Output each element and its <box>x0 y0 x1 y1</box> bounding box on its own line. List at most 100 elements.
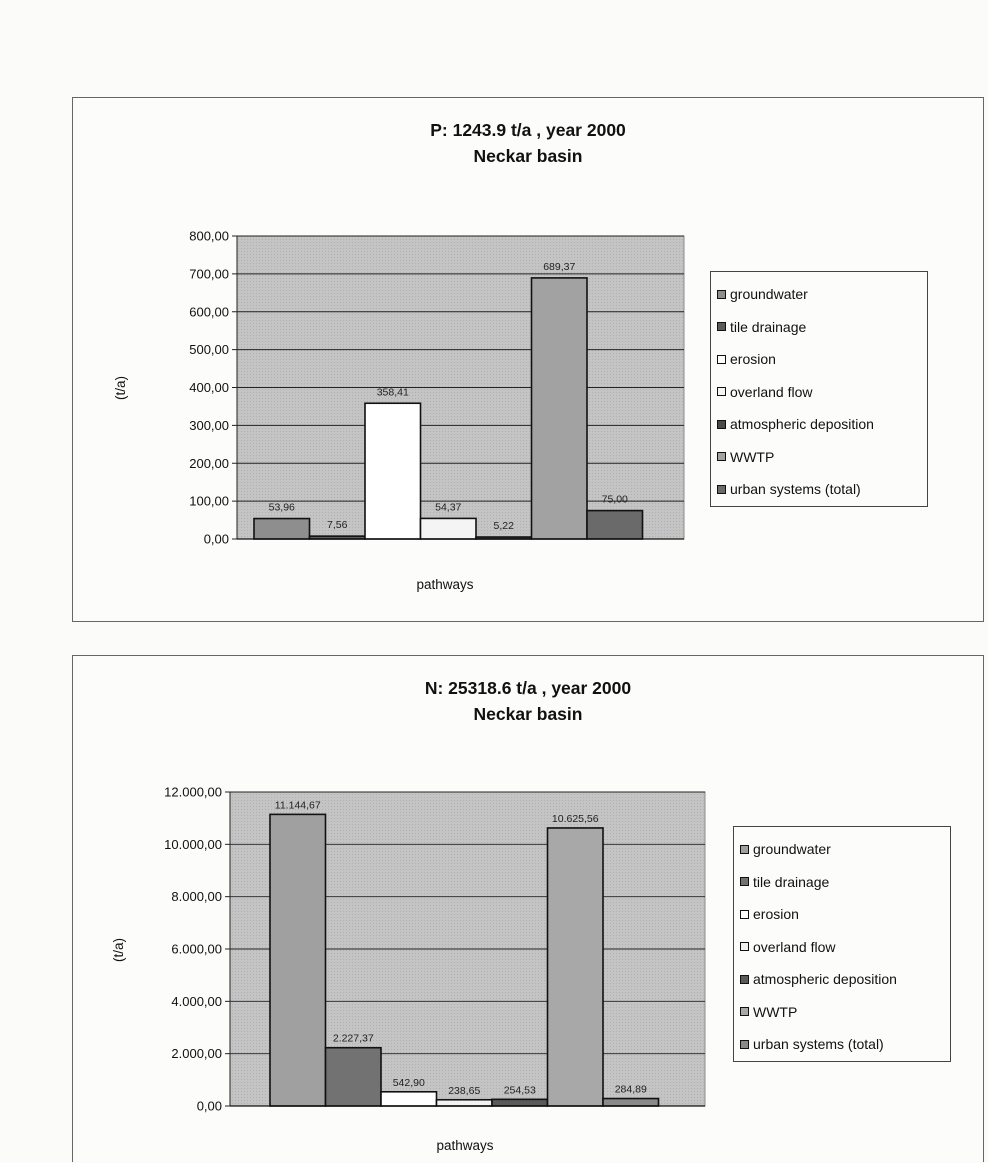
n-chart-data-label: 254,53 <box>504 1084 536 1096</box>
p-chart-legend-swatch <box>717 322 726 332</box>
p-chart-y-tick-label: 300,00 <box>189 418 229 433</box>
p-chart-data-label: 54,37 <box>435 501 461 513</box>
p-chart-subtitle: Neckar basin <box>473 146 583 166</box>
n-chart-bar-atmospheric-deposition <box>491 1098 549 1107</box>
n-chart-legend-item: overland flow <box>740 931 946 964</box>
p-chart-title: P: 1243.9 t/a , year 2000 <box>430 120 626 140</box>
p-chart-legend-swatch <box>717 354 726 364</box>
n-chart-legend-swatch <box>740 844 749 854</box>
p-chart-panel: P: 1243.9 t/a , year 2000 Neckar basin 0… <box>72 97 984 622</box>
p-chart-y-tick-label: 600,00 <box>189 304 229 319</box>
n-chart-legend-item: atmospheric deposition <box>740 963 946 996</box>
p-chart-data-label: 689,37 <box>543 261 575 273</box>
n-chart-legend-item: tile drainage <box>740 866 946 899</box>
n-chart-y-tick-label: 6.000,00 <box>171 942 222 957</box>
p-chart-legend-item: WWTP <box>717 441 923 474</box>
n-chart-legend-label: erosion <box>753 906 799 923</box>
p-chart-legend-item: urban systems (total) <box>717 473 923 506</box>
p-chart-bar-overland-flow <box>419 517 477 540</box>
p-chart-legend-label: overland flow <box>730 383 813 400</box>
p-chart-legend-label: atmospheric deposition <box>730 416 874 433</box>
n-chart-data-label: 284,89 <box>615 1084 647 1096</box>
p-chart-y-tick-label: 200,00 <box>189 456 229 471</box>
n-chart-legend-label: overland flow <box>753 938 836 955</box>
n-chart-y-tick-label: 2.000,00 <box>171 1046 222 1061</box>
n-chart-subtitle: Neckar basin <box>473 704 583 724</box>
p-chart-legend-item: overland flow <box>717 376 923 409</box>
n-chart-panel: N: 25318.6 t/a , year 2000 Neckar basin … <box>72 655 984 1162</box>
n-chart-y-tick-label: 0,00 <box>197 1099 222 1114</box>
n-chart-legend-label: atmospheric deposition <box>753 971 897 988</box>
p-chart-data-label: 5,22 <box>494 520 515 532</box>
p-chart-bar-erosion <box>364 402 422 540</box>
n-chart-y-tick-label: 4.000,00 <box>171 994 222 1009</box>
p-chart-legend-swatch <box>717 289 726 299</box>
n-chart-legend-swatch <box>740 1007 749 1017</box>
p-chart-y-axis-title: (t/a) <box>113 376 128 400</box>
p-chart-data-label: 75,00 <box>602 494 628 506</box>
n-chart-legend-swatch <box>740 942 749 952</box>
n-chart-legend-item: WWTP <box>740 996 946 1029</box>
p-chart-legend-swatch <box>717 452 726 462</box>
n-chart-legend-label: urban systems (total) <box>753 1036 884 1053</box>
p-chart-data-label: 53,96 <box>269 502 295 514</box>
n-chart-legend-label: WWTP <box>753 1003 798 1020</box>
p-chart-legend: groundwater tile drainage erosion overland … <box>710 271 928 507</box>
n-chart-bar-groundwater <box>269 813 327 1107</box>
n-chart-legend-item: erosion <box>740 898 946 931</box>
n-chart-y-tick-label: 8.000,00 <box>171 889 222 904</box>
p-chart-y-tick-label: 0,00 <box>204 532 229 547</box>
p-chart-y-tick-label: 700,00 <box>189 266 229 281</box>
n-chart-bar-overland-flow <box>435 1098 493 1107</box>
p-chart-x-axis-title: pathways <box>416 577 473 592</box>
p-chart-y-tick-label: 800,00 <box>189 229 229 244</box>
n-chart-y-tick-label: 12.000,00 <box>164 785 222 800</box>
n-chart-data-label: 11.144,67 <box>275 799 321 811</box>
p-chart-data-label: 358,41 <box>377 386 409 398</box>
n-chart-legend-item: groundwater <box>740 833 946 866</box>
p-chart-bar-urban-systems-total <box>586 509 644 540</box>
n-chart-x-axis-title: pathways <box>436 1138 493 1153</box>
n-chart-title-block: N: 25318.6 t/a , year 2000 Neckar basin <box>73 675 983 727</box>
p-chart-legend-item: tile drainage <box>717 311 923 344</box>
p-chart-bar-groundwater <box>253 517 311 540</box>
p-chart-legend-swatch <box>717 387 726 397</box>
p-chart-legend-swatch <box>717 484 726 494</box>
p-chart-legend-label: groundwater <box>730 286 808 303</box>
n-chart-bar-tile-drainage <box>324 1046 382 1107</box>
n-chart-legend-swatch <box>740 877 749 887</box>
n-chart-data-label: 2.227,37 <box>333 1033 374 1045</box>
p-chart-legend-item: atmospheric deposition <box>717 408 923 441</box>
p-chart-title-block: P: 1243.9 t/a , year 2000 Neckar basin <box>73 117 983 169</box>
n-chart-bar-urban-systems-total <box>602 1097 660 1107</box>
p-chart-legend-item: groundwater <box>717 278 923 311</box>
n-chart-legend-label: groundwater <box>753 841 831 858</box>
n-chart-legend-swatch <box>740 1039 749 1049</box>
p-chart-plot: 0,00 100,00 200,00 300,00 400,00 500,00 600,00… <box>113 229 685 592</box>
n-chart-y-tick-label: 10.000,00 <box>164 837 222 852</box>
n-chart-legend-label: tile drainage <box>753 873 830 890</box>
n-chart-legend-swatch <box>740 974 749 984</box>
p-chart-bar-wwtp <box>530 277 588 540</box>
n-chart-legend: groundwater tile drainage erosion overland … <box>733 826 951 1062</box>
n-chart-bar-erosion <box>380 1090 438 1107</box>
p-chart-legend-label: urban systems (total) <box>730 481 861 498</box>
n-chart-data-label: 542,90 <box>393 1077 425 1089</box>
n-chart-legend-item: urban systems (total) <box>740 1028 946 1061</box>
p-chart-legend-swatch <box>717 419 726 429</box>
p-chart-y-tick-label: 500,00 <box>189 342 229 357</box>
p-chart-y-tick-label: 400,00 <box>189 380 229 395</box>
n-chart-legend-swatch <box>740 909 749 919</box>
p-chart-legend-label: WWTP <box>730 448 775 465</box>
n-chart-plot: 0,00 2.000,00 4.000,00 6.000,00 8.000,00 10.0… <box>111 785 706 1153</box>
n-chart-title: N: 25318.6 t/a , year 2000 <box>424 678 632 698</box>
p-chart-data-label: 7,56 <box>327 519 348 531</box>
p-chart-legend-item: erosion <box>717 343 923 376</box>
n-chart-data-label: 238,65 <box>448 1085 480 1097</box>
n-chart-data-label: 10.625,56 <box>552 813 599 825</box>
p-chart-legend-label: tile drainage <box>730 318 807 335</box>
n-chart-y-axis-title: (t/a) <box>111 938 126 962</box>
p-chart-legend-label: erosion <box>730 351 776 368</box>
n-chart-bar-wwtp <box>546 827 604 1107</box>
p-chart-y-tick-label: 100,00 <box>189 494 229 509</box>
